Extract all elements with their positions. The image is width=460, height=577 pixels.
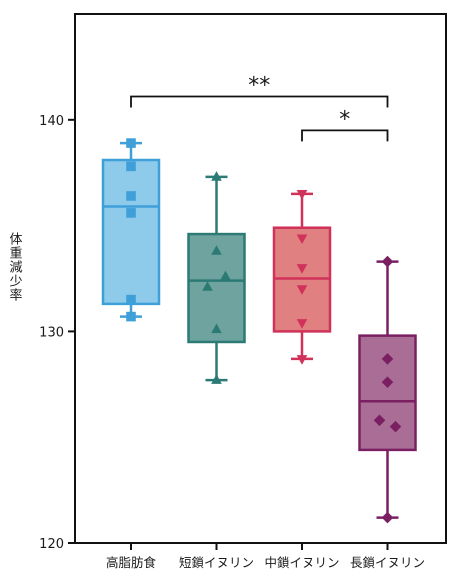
significance-label: ** — [248, 74, 270, 99]
x-tick-label: 短鎖イヌリン — [179, 555, 254, 570]
box — [101, 158, 161, 306]
data-point — [381, 255, 394, 268]
data-point — [211, 171, 222, 181]
y-tick-label: 140 — [39, 114, 64, 129]
data-point — [126, 138, 136, 148]
data-point — [220, 270, 231, 281]
x-tick-label: 長鎖イヌリン — [350, 555, 425, 570]
data-point — [126, 294, 136, 305]
data-point — [211, 323, 222, 334]
significance-label: * — [339, 107, 350, 132]
data-point — [126, 191, 136, 201]
data-point — [381, 511, 394, 524]
bracket-line — [301, 129, 389, 142]
data-point — [296, 285, 308, 295]
data-point — [296, 355, 308, 365]
data-point — [373, 414, 386, 427]
box-group-2 — [272, 190, 332, 365]
data-point — [211, 374, 222, 384]
data-point — [296, 190, 308, 200]
data-point — [202, 281, 213, 291]
data-point — [126, 311, 136, 322]
box-group-1 — [187, 171, 246, 384]
box — [358, 334, 417, 452]
x-tick-label: 中鎖イヌリン — [264, 555, 339, 570]
y-tick-label: 130 — [39, 325, 64, 340]
data-point — [126, 208, 136, 218]
data-point — [296, 234, 308, 245]
box-group-0 — [101, 138, 161, 322]
data-point — [211, 245, 222, 255]
y-axis-label: 体重減少率 — [7, 232, 23, 302]
significance-bracket-0: ** — [130, 74, 389, 108]
data-point — [296, 319, 308, 329]
significance-bracket-1: * — [301, 107, 389, 142]
box-group-3 — [358, 255, 417, 524]
bracket-line — [130, 95, 389, 108]
x-tick-label: 高脂肪食 — [106, 555, 157, 570]
data-point — [381, 376, 394, 388]
plot-frame — [74, 13, 447, 544]
y-tick-label: 120 — [39, 537, 64, 552]
data-point — [381, 353, 394, 365]
data-point — [126, 161, 136, 172]
data-point — [296, 264, 308, 274]
data-point — [389, 420, 402, 433]
